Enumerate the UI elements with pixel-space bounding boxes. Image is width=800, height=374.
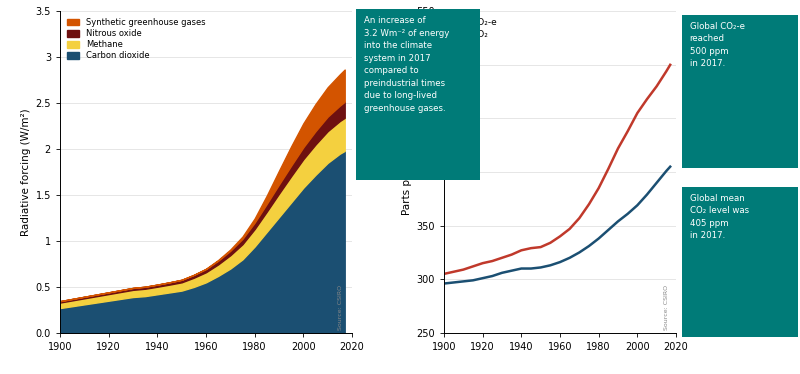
CO₂ — [584, 244, 594, 248]
CO₂ — [487, 274, 497, 278]
CO₂ — [536, 265, 546, 270]
CO₂ — [623, 212, 633, 216]
CO₂-e — [498, 255, 507, 260]
CO₂ — [517, 266, 526, 271]
CO₂ — [662, 169, 671, 173]
CO₂ — [652, 181, 662, 185]
CO₂ — [458, 279, 468, 283]
CO₂-e — [623, 129, 633, 134]
Text: Global CO₂-e
reached
500 ppm
in 2017.: Global CO₂-e reached 500 ppm in 2017. — [690, 22, 745, 68]
Y-axis label: Radiative forcing (W/m²): Radiative forcing (W/m²) — [22, 108, 31, 236]
CO₂-e — [613, 146, 622, 151]
CO₂-e — [633, 111, 642, 115]
CO₂ — [478, 276, 487, 280]
Legend: CO₂-e, CO₂: CO₂-e, CO₂ — [449, 16, 501, 42]
CO₂-e — [546, 240, 555, 245]
Text: Source: CSIRO: Source: CSIRO — [338, 285, 343, 329]
CO₂-e — [458, 267, 468, 272]
Legend: Synthetic greenhouse gases, Nitrous oxide, Methane, Carbon dioxide: Synthetic greenhouse gases, Nitrous oxid… — [64, 15, 208, 62]
CO₂-e — [507, 252, 517, 257]
CO₂-e — [478, 261, 487, 266]
CO₂-e — [555, 234, 565, 239]
CO₂-e — [536, 245, 546, 249]
CO₂ — [574, 250, 584, 255]
CO₂ — [613, 219, 622, 224]
Line: CO₂-e: CO₂-e — [444, 65, 670, 274]
CO₂-e — [642, 97, 652, 101]
CO₂ — [603, 228, 613, 232]
CO₂ — [468, 278, 478, 283]
CO₂-e — [652, 84, 662, 89]
CO₂-e — [594, 186, 603, 190]
CO₂-e — [603, 166, 613, 171]
CO₂ — [526, 266, 536, 271]
CO₂-e — [439, 272, 449, 276]
CO₂-e — [526, 246, 536, 251]
Line: CO₂: CO₂ — [444, 167, 670, 283]
Text: Global mean
CO₂ level was
405 ppm
in 2017.: Global mean CO₂ level was 405 ppm in 201… — [690, 194, 749, 240]
CO₂-e — [574, 216, 584, 220]
CO₂-e — [468, 264, 478, 269]
CO₂ — [666, 165, 675, 169]
CO₂ — [555, 260, 565, 264]
Y-axis label: Parts per million: Parts per million — [402, 129, 412, 215]
Text: Source: CSIRO: Source: CSIRO — [664, 285, 669, 329]
CO₂ — [439, 281, 449, 286]
CO₂ — [498, 270, 507, 275]
CO₂ — [565, 255, 574, 260]
CO₂-e — [666, 62, 675, 67]
CO₂-e — [487, 259, 497, 263]
CO₂-e — [565, 227, 574, 231]
CO₂ — [642, 192, 652, 197]
CO₂-e — [449, 270, 458, 274]
CO₂ — [633, 203, 642, 208]
CO₂ — [594, 236, 603, 241]
CO₂ — [507, 269, 517, 273]
CO₂-e — [584, 202, 594, 206]
CO₂ — [546, 263, 555, 267]
CO₂-e — [517, 248, 526, 252]
CO₂-e — [662, 69, 671, 74]
CO₂ — [449, 280, 458, 285]
Text: An increase of
3.2 Wm⁻² of energy
into the climate
system in 2017
compared to
pr: An increase of 3.2 Wm⁻² of energy into t… — [364, 16, 450, 113]
